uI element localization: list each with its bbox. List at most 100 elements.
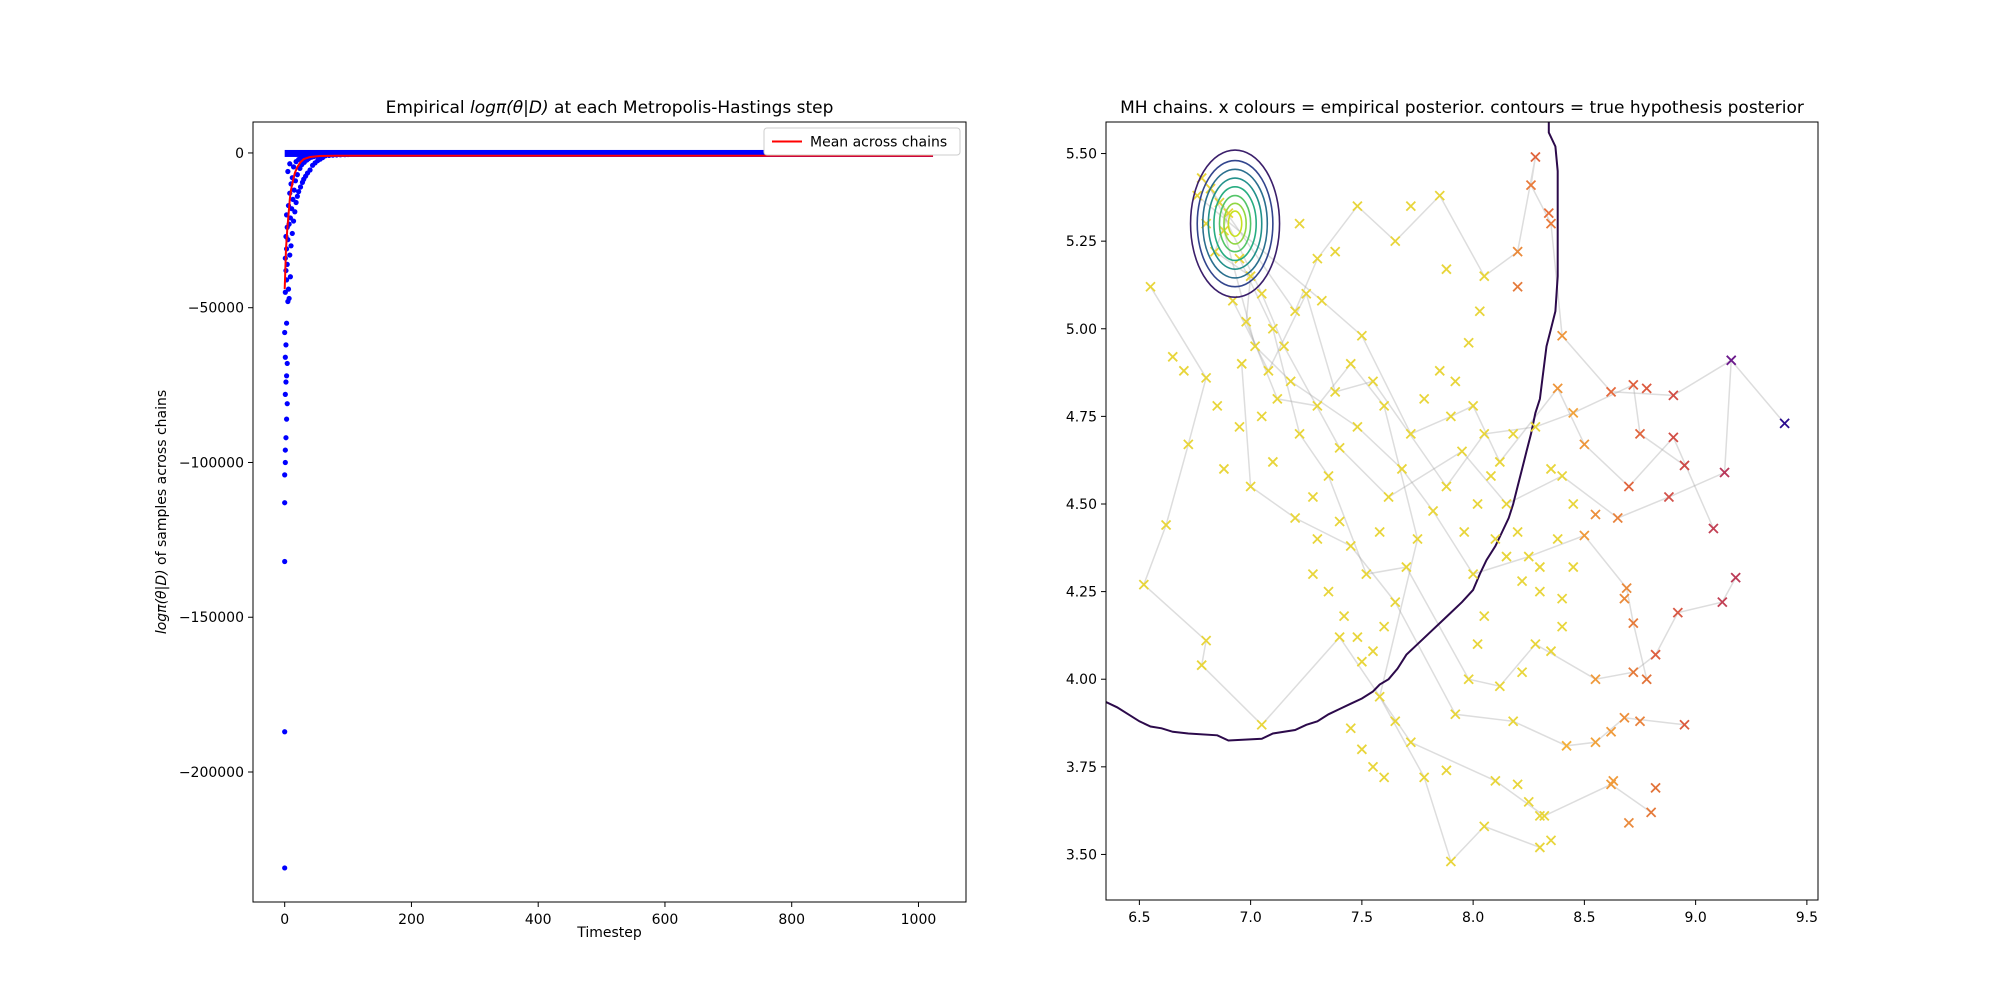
- y-tick-label: −100000: [179, 455, 244, 471]
- x-tick-label: 8.0: [1462, 910, 1484, 926]
- mh-chain-path: [1142, 286, 1652, 817]
- sample-marker: [1249, 341, 1261, 352]
- legend: Mean across chains: [763, 127, 961, 156]
- sample-marker: [1556, 470, 1568, 482]
- sample-marker: [1645, 807, 1657, 818]
- sample-marker: [1516, 667, 1528, 678]
- sample-marker: [1621, 582, 1632, 594]
- sample-marker: [1512, 779, 1523, 790]
- left-chart-panel: Empirical logπ(θ|D) at each Metropolis-H…: [154, 98, 967, 941]
- sample-marker: [1367, 761, 1379, 772]
- sample-marker: [1561, 740, 1572, 751]
- sample-marker: [1545, 463, 1557, 475]
- hypothesis-boundary-contour: [1106, 122, 1559, 742]
- sample-point: [282, 472, 288, 478]
- sample-marker: [1634, 716, 1646, 727]
- sample-marker: [1390, 236, 1401, 247]
- sample-marker: [1472, 639, 1483, 650]
- sample-marker: [1234, 253, 1245, 264]
- sample-marker: [1401, 561, 1412, 573]
- x-tick-label: 600: [652, 912, 679, 928]
- sample-marker: [1441, 481, 1452, 492]
- sample-marker: [1530, 421, 1541, 433]
- sample-marker: [1367, 646, 1379, 657]
- sample-marker: [1307, 568, 1319, 580]
- y-tick-label: 4.00: [1066, 672, 1097, 688]
- sample-marker: [1374, 526, 1385, 538]
- sample-marker: [1301, 288, 1312, 299]
- sample-marker: [1285, 376, 1296, 387]
- y-label-suffix: of samples across chains: [154, 390, 170, 570]
- title-suffix: at each Metropolis-Hastings step: [549, 98, 834, 118]
- sample-marker: [1441, 765, 1452, 776]
- sample-marker: [1628, 379, 1639, 390]
- sample-marker: [1479, 428, 1490, 440]
- y-tick-label: 5.00: [1066, 322, 1097, 338]
- sample-marker: [1556, 593, 1568, 604]
- sample-marker: [1312, 253, 1323, 264]
- y-tick-label: 5.25: [1066, 234, 1097, 250]
- sample-point: [290, 196, 296, 202]
- sample-marker: [1419, 772, 1430, 783]
- sample-point: [283, 416, 290, 422]
- y-tick-label: 3.75: [1066, 760, 1097, 776]
- sample-marker: [1200, 635, 1212, 646]
- sample-marker: [1183, 439, 1194, 450]
- left-chart-title: Empirical logπ(θ|D) at each Metropolis-H…: [386, 98, 834, 118]
- sample-point: [283, 342, 289, 348]
- y-tick-label: 0: [235, 146, 244, 162]
- right-plot-area: [1105, 121, 1819, 901]
- left-x-axis-ticks: 0 200 400 600 800 1000: [280, 902, 936, 928]
- sample-marker: [1605, 726, 1617, 737]
- sample-marker: [1530, 639, 1541, 650]
- sample-marker: [1479, 610, 1490, 622]
- sample-marker: [1463, 674, 1474, 685]
- sample-marker: [1441, 264, 1452, 275]
- sample-marker: [1779, 418, 1790, 429]
- sample-marker: [1474, 306, 1485, 317]
- sample-point: [287, 274, 293, 280]
- sample-marker: [1356, 656, 1368, 667]
- sample-marker: [1672, 607, 1683, 618]
- x-tick-label: 0: [280, 912, 289, 928]
- right-data-layer: [1106, 122, 1790, 867]
- sample-marker: [1512, 281, 1523, 292]
- x-tick-label: 400: [525, 912, 552, 928]
- sample-marker: [1218, 463, 1230, 475]
- sample-marker: [1367, 376, 1379, 387]
- sample-marker: [1623, 817, 1635, 829]
- sample-marker: [1334, 632, 1345, 643]
- sample-marker: [1338, 610, 1350, 622]
- sample-marker: [1730, 572, 1741, 583]
- sample-marker: [1494, 456, 1505, 468]
- sample-marker: [1508, 428, 1519, 440]
- sample-point: [285, 286, 292, 292]
- left-plot-area: [252, 121, 967, 903]
- sample-marker: [1241, 316, 1252, 327]
- sample-marker: [1289, 306, 1301, 317]
- sample-marker: [1668, 390, 1679, 401]
- sample-marker: [1579, 439, 1590, 450]
- y-tick-label: 4.50: [1066, 497, 1097, 513]
- sample-marker: [1634, 428, 1646, 440]
- sample-point: [294, 193, 300, 199]
- sample-marker: [1345, 358, 1356, 369]
- sample-marker: [1534, 561, 1546, 573]
- sample-marker: [1556, 621, 1568, 632]
- left-y-axis-ticks: 0 −50000 −100000 −150000 −200000: [179, 146, 253, 781]
- sample-marker: [1545, 835, 1557, 846]
- sample-marker: [1383, 491, 1394, 503]
- sample-point: [282, 447, 288, 453]
- sample-marker: [1679, 460, 1690, 471]
- sample-marker: [1579, 530, 1590, 541]
- sample-marker: [1467, 400, 1479, 412]
- sample-marker: [1334, 516, 1345, 527]
- legend-label: Mean across chains: [810, 135, 947, 151]
- sample-marker: [1272, 393, 1283, 404]
- posterior-contour: [1227, 210, 1243, 238]
- sample-marker: [1263, 365, 1274, 376]
- sample-marker: [1374, 691, 1385, 702]
- y-tick-label: −150000: [179, 610, 244, 626]
- left-y-axis-label: logπ(θ|D) of samples across chains: [154, 390, 170, 634]
